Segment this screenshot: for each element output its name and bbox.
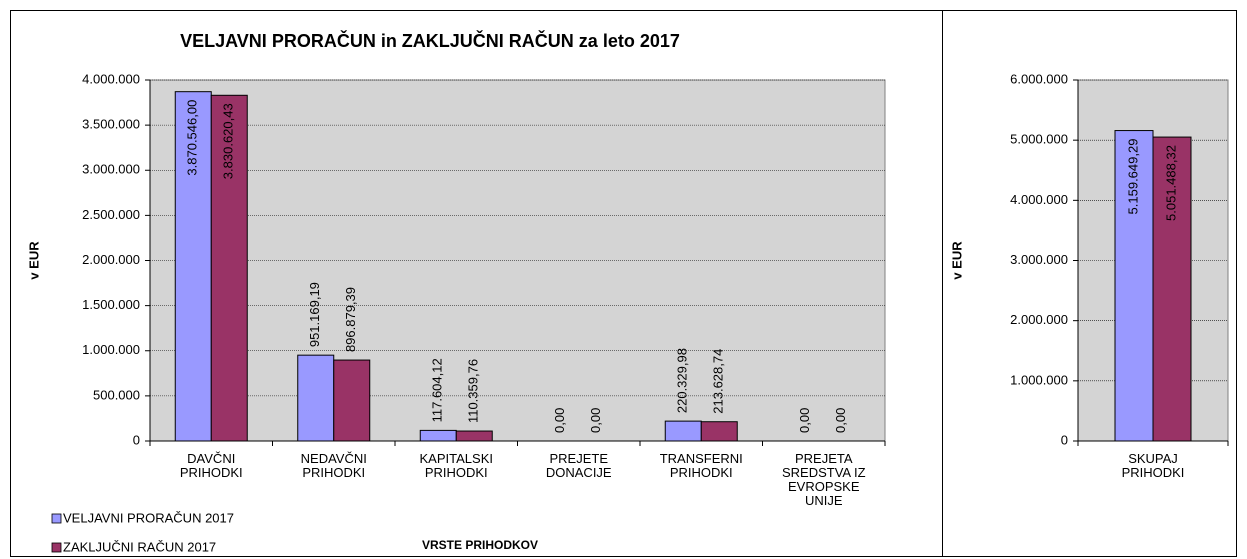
label-line: DAVČNI <box>187 451 235 466</box>
y-tick-label: 2.000.000 <box>82 252 140 267</box>
x-axis-label: VRSTE PRIHODKOV <box>422 538 538 552</box>
label-line: TRANSFERNI <box>660 451 743 466</box>
label-line: PRIHODKI <box>670 465 733 480</box>
x-tick-label: KAPITALSKI PRIHODKI <box>420 451 493 480</box>
value-label: 5.051.488,32 <box>1163 145 1178 221</box>
value-label: 0,00 <box>797 408 812 433</box>
y-axis-label: v EUR <box>26 241 41 280</box>
legend-swatch <box>51 513 62 524</box>
value-label: 117.604,12 <box>430 358 445 422</box>
y-tick-label: 6.000.000 <box>1010 71 1068 86</box>
label-line: SKUPAJ <box>1128 451 1178 466</box>
x-tick-label: DAVČNI PRIHODKI <box>180 451 243 480</box>
bar <box>210 94 248 442</box>
y-tick-label: 2.000.000 <box>1010 312 1068 327</box>
bar <box>700 421 738 442</box>
label-line: PRIHODKI <box>302 465 365 480</box>
label-line: UNIJE <box>805 493 843 508</box>
label-line: KAPITALSKI <box>420 451 493 466</box>
y-tick-label: 3.000.000 <box>1010 252 1068 267</box>
value-label: 951.169,19 <box>307 282 322 347</box>
y-tick-label: 0 <box>1061 432 1068 447</box>
value-label: 213.628,74 <box>711 349 726 414</box>
label-line: PREJETA <box>795 451 853 466</box>
legend-label: VELJAVNI PRORAČUN 2017 <box>63 510 234 525</box>
bar <box>174 91 212 442</box>
y-tick-label: 4.000.000 <box>82 71 140 86</box>
chart-title: VELJAVNI PRORAČUN in ZAKLJUČNI RAČUN za … <box>180 30 680 51</box>
y-tick-label: 500.000 <box>93 387 140 402</box>
y-tick-label: 3.000.000 <box>82 162 140 177</box>
value-label: 0,00 <box>552 408 567 433</box>
value-label: 220.329,98 <box>675 348 690 413</box>
bar <box>664 420 702 442</box>
bar <box>455 430 493 442</box>
x-tick-label: PREJETA SREDSTVA IZ EVROPSKE UNIJE <box>782 451 866 508</box>
label-line: PRIHODKI <box>1122 465 1185 480</box>
label-line: PRIHODKI <box>425 465 488 480</box>
y-tick-label: 0 <box>133 432 140 447</box>
y-tick-label: 1.500.000 <box>82 297 140 312</box>
legend-swatch <box>51 542 62 553</box>
bar <box>419 429 457 442</box>
value-label: 3.830.620,43 <box>221 103 236 179</box>
value-label: 0,00 <box>833 408 848 433</box>
label-line: DONACIJE <box>546 465 612 480</box>
bar <box>297 354 335 442</box>
bar <box>1114 130 1154 442</box>
value-label: 110.359,76 <box>466 359 481 423</box>
y-axis-label: v EUR <box>949 241 964 280</box>
x-tick-label: TRANSFERNI PRIHODKI <box>660 451 743 480</box>
label-line: NEDAVČNI <box>301 451 367 466</box>
value-label: 0,00 <box>588 408 603 433</box>
bar <box>333 359 371 442</box>
y-tick-label: 3.500.000 <box>82 117 140 132</box>
x-tick-label: PREJETE DONACIJE <box>546 451 612 480</box>
value-label: 5.159.649,29 <box>1125 139 1140 215</box>
bar <box>1152 136 1192 442</box>
label-line: PRIHODKI <box>180 465 243 480</box>
value-label: 896.879,39 <box>343 287 358 352</box>
y-tick-label: 5.000.000 <box>1010 132 1068 147</box>
y-tick-label: 4.000.000 <box>1010 192 1068 207</box>
x-tick-label: SKUPAJ PRIHODKI <box>1122 451 1185 480</box>
label-line: EVROPSKE <box>788 479 860 494</box>
legend-label: ZAKLJUČNI RAČUN 2017 <box>63 539 216 554</box>
x-tick-label: NEDAVČNI PRIHODKI <box>301 451 367 480</box>
value-label: 3.870.546,00 <box>185 100 200 176</box>
label-line: PREJETE <box>549 451 608 466</box>
y-tick-label: 1.000.000 <box>1010 372 1068 387</box>
label-line: SREDSTVA IZ <box>782 465 866 480</box>
y-tick-label: 1.000.000 <box>82 342 140 357</box>
y-tick-label: 2.500.000 <box>82 207 140 222</box>
